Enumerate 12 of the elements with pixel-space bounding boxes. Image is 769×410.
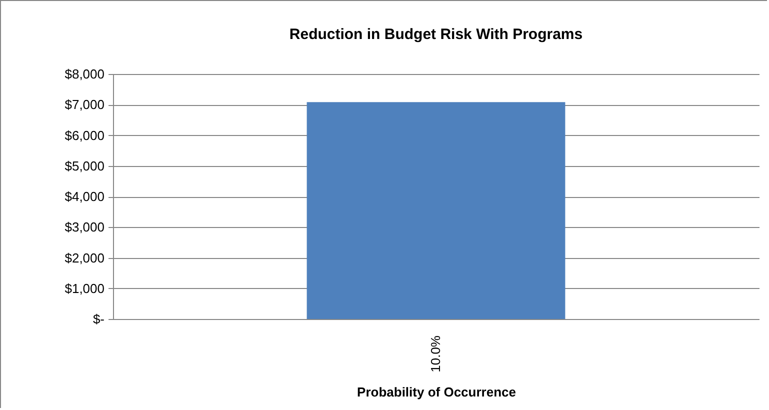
y-tick-label: $5,000 <box>64 158 104 174</box>
y-tick-label: $8,000 <box>64 66 104 82</box>
y-tick-label: $7,000 <box>64 97 104 112</box>
y-tick-label: $4,000 <box>64 189 104 204</box>
y-tick-label: $3,000 <box>64 220 104 235</box>
chart-title: Reduction in Budget Risk With Programs <box>289 26 583 43</box>
y-tick-label: $6,000 <box>64 128 104 143</box>
y-tick-label: $2,000 <box>64 250 104 266</box>
y-tick-label: $1,000 <box>64 280 104 296</box>
y-tick-label: $- <box>92 312 104 326</box>
x-axis-title: Probability of Occurrence <box>357 384 516 400</box>
x-tick-label: 10.0% <box>428 335 443 372</box>
